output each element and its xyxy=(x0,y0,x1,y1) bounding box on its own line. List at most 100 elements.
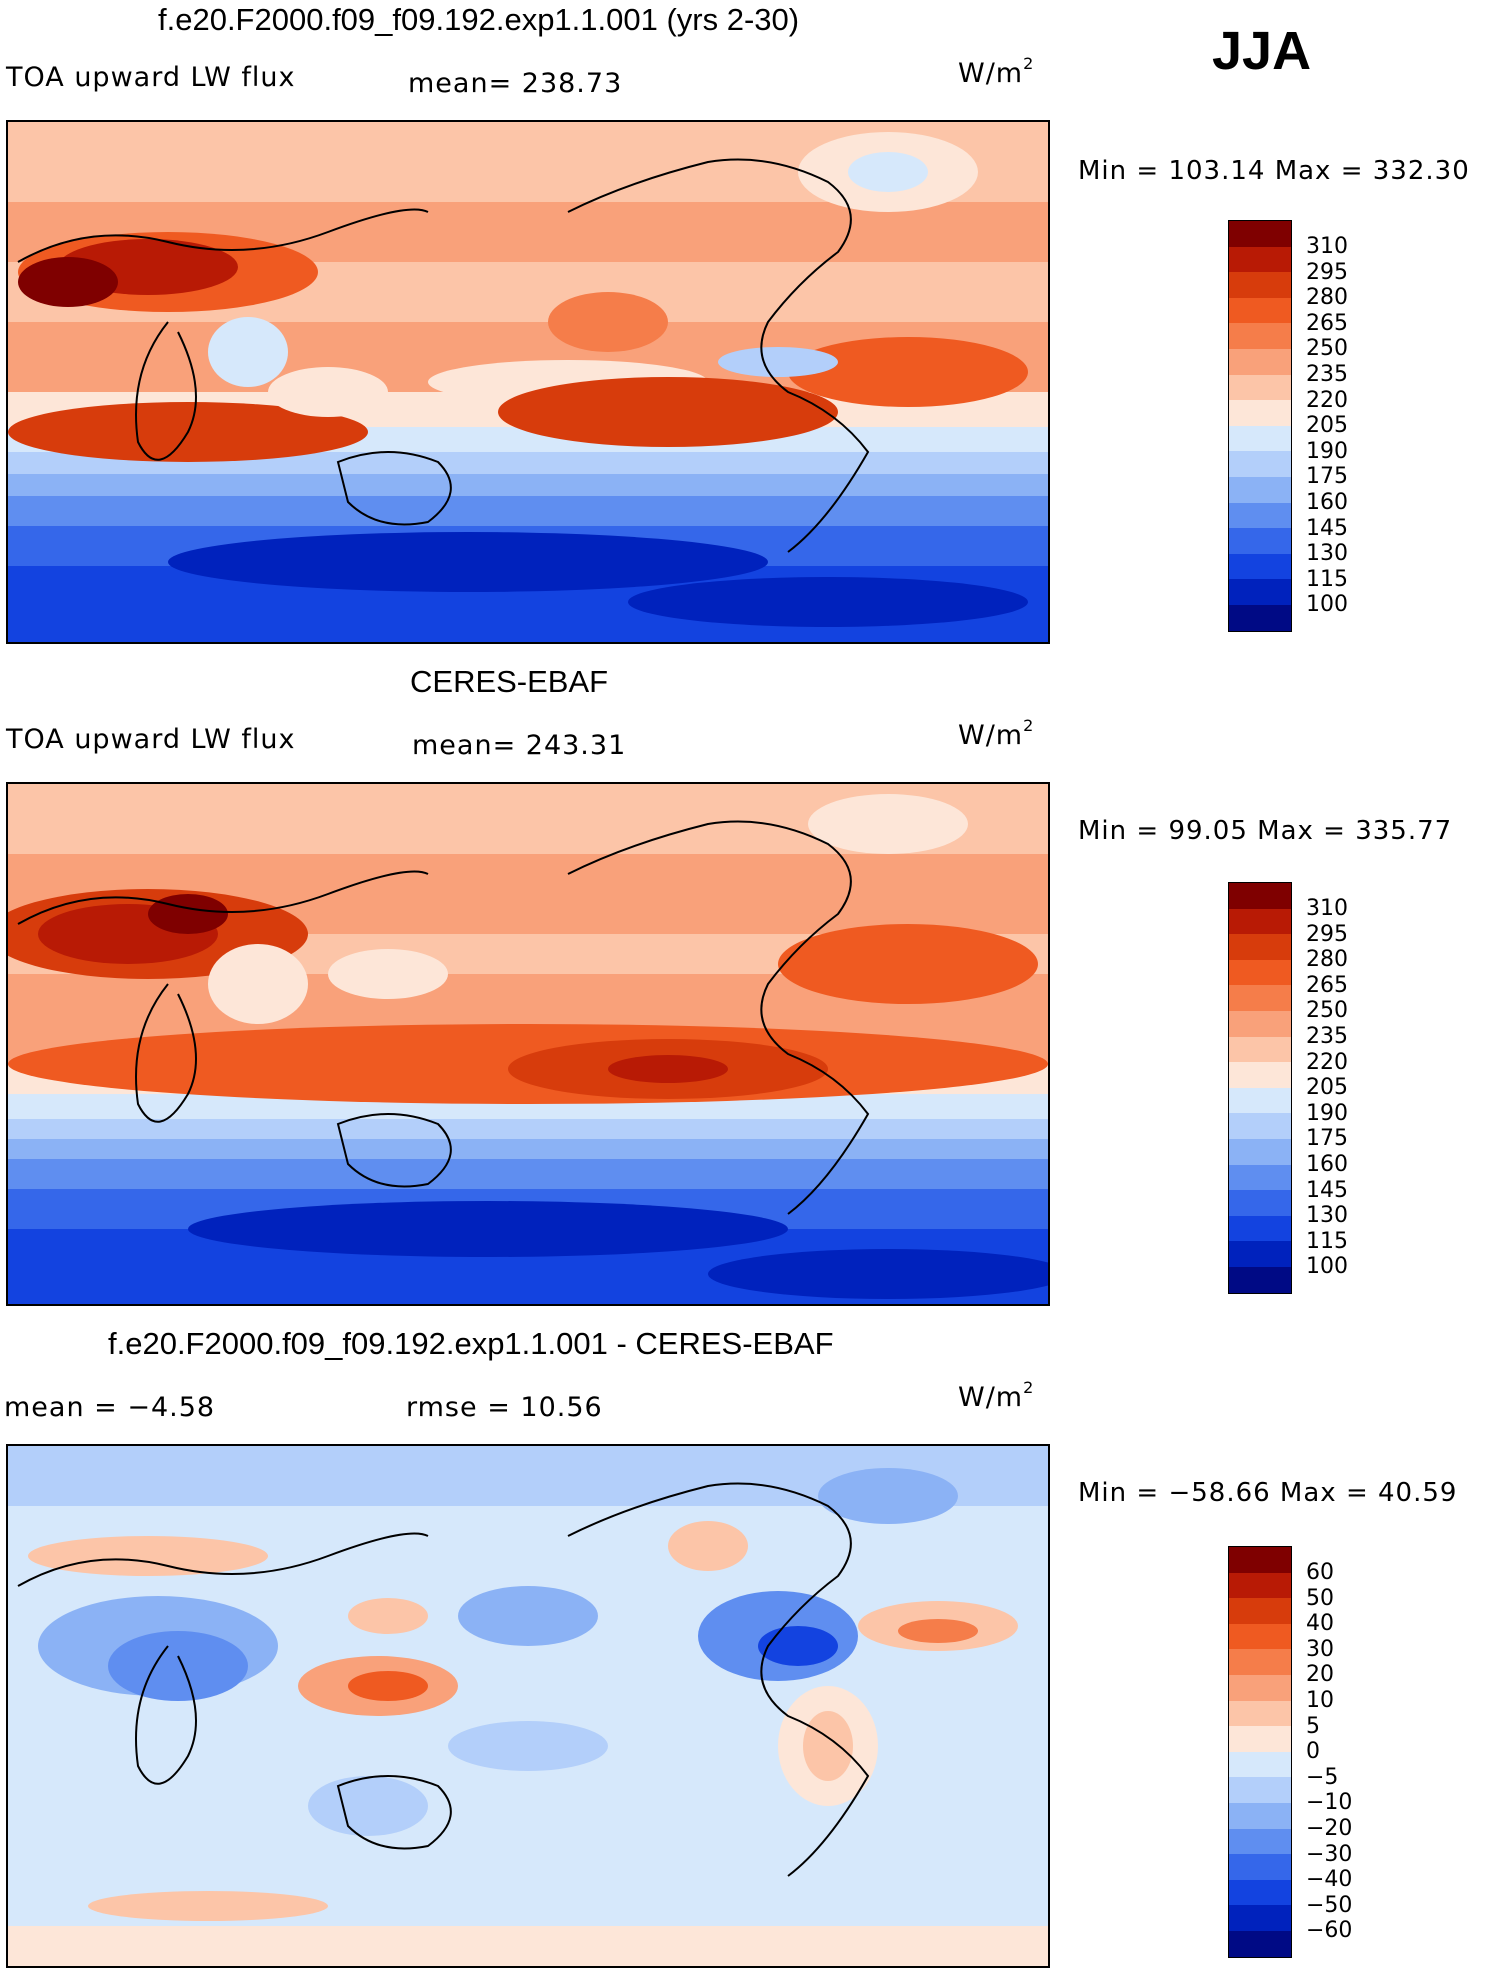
panel3-tick: 5 xyxy=(1306,1713,1320,1739)
panel3-swatch xyxy=(1229,1905,1291,1931)
panel3-swatch xyxy=(1229,1623,1291,1650)
panel1-swatch xyxy=(1229,323,1291,349)
panel2-tick: 145 xyxy=(1306,1177,1348,1203)
panel1-colorbar xyxy=(1228,220,1292,632)
panel1-swatch xyxy=(1229,604,1291,631)
panel3-tick: 10 xyxy=(1306,1688,1334,1713)
panel2-swatch xyxy=(1229,1036,1291,1063)
panel2-swatch xyxy=(1229,1138,1291,1165)
panel2-swatch xyxy=(1229,934,1291,960)
panel1-tick: 220 xyxy=(1306,387,1348,413)
panel1-mean: mean= 238.73 xyxy=(408,68,623,99)
panel2-tick: 280 xyxy=(1306,947,1348,973)
panel1-tick: 250 xyxy=(1306,336,1348,362)
panel3-swatch xyxy=(1229,1828,1291,1855)
panel1-swatch xyxy=(1229,246,1291,273)
panel1-tick: 205 xyxy=(1306,413,1348,439)
panel3-swatch xyxy=(1229,1700,1291,1727)
panel2-tick: 235 xyxy=(1306,1024,1348,1049)
panel2-colorbar xyxy=(1228,882,1292,1294)
panel3-tick: −10 xyxy=(1306,1790,1353,1816)
panel2-tick: 205 xyxy=(1306,1075,1348,1101)
panel1-swatch xyxy=(1229,272,1291,298)
panel1-swatch xyxy=(1229,528,1291,554)
panel2-minmax: Min = 99.05 Max = 335.77 xyxy=(1078,816,1453,846)
panel1-swatch xyxy=(1229,297,1291,324)
panel3-swatch xyxy=(1229,1547,1291,1573)
panel2-tick: 310 xyxy=(1306,896,1348,921)
panel1-swatch xyxy=(1229,579,1291,605)
panel1-tick: 115 xyxy=(1306,566,1348,592)
panel2-swatch xyxy=(1229,1113,1291,1139)
panel1-tick: 265 xyxy=(1306,310,1348,336)
season-label: JJA xyxy=(1212,21,1312,81)
panel2-swatch xyxy=(1229,1241,1291,1267)
panel1-tick: 295 xyxy=(1306,259,1348,285)
panel3-tick: 50 xyxy=(1306,1585,1334,1611)
panel2-mean: mean= 243.31 xyxy=(412,730,627,761)
panel2-swatch xyxy=(1229,1087,1291,1114)
panel2-tick: 115 xyxy=(1306,1228,1348,1254)
panel3-tick: −40 xyxy=(1306,1867,1353,1893)
panel3-tick: 0 xyxy=(1306,1739,1320,1765)
panel3-tick: −50 xyxy=(1306,1892,1353,1918)
panel3-swatch xyxy=(1229,1854,1291,1880)
panel3-swatch xyxy=(1229,1879,1291,1906)
panel2-swatch xyxy=(1229,985,1291,1011)
panel2-title: CERES-EBAF xyxy=(410,664,609,699)
panel3-swatch xyxy=(1229,1726,1291,1752)
panel1-swatch xyxy=(1229,374,1291,401)
panel1-tick: 130 xyxy=(1306,541,1348,567)
panel3-swatch xyxy=(1229,1649,1291,1675)
panel1-swatch xyxy=(1229,502,1291,529)
panel3-rmse: rmse = 10.56 xyxy=(406,1392,603,1423)
panel2-swatch xyxy=(1229,1215,1291,1242)
panel2-tick: 265 xyxy=(1306,972,1348,998)
panel1-swatch xyxy=(1229,221,1291,247)
panel2-swatch xyxy=(1229,1266,1291,1293)
panel1-swatch xyxy=(1229,476,1291,503)
panel3-swatch xyxy=(1229,1930,1291,1957)
panel1-swatch xyxy=(1229,348,1291,375)
panel2-swatch xyxy=(1229,908,1291,935)
panel3-swatch xyxy=(1229,1674,1291,1701)
panel2-swatch xyxy=(1229,1190,1291,1216)
panel3-swatch xyxy=(1229,1598,1291,1624)
panel2-tick: 190 xyxy=(1306,1100,1348,1126)
panel3-colorbar xyxy=(1228,1546,1292,1958)
panel3-tick: 40 xyxy=(1306,1611,1334,1637)
panel3-swatch xyxy=(1229,1751,1291,1778)
panel1-swatch xyxy=(1229,553,1291,580)
panel3-title: f.e20.F2000.f09_f09.192.exp1.1.001 - CER… xyxy=(108,1326,834,1361)
panel3-swatch xyxy=(1229,1802,1291,1829)
panel3-tick: −60 xyxy=(1306,1918,1353,1944)
panel1-map xyxy=(6,120,1050,644)
panel1-swatch xyxy=(1229,400,1291,426)
panel2-tick: 100 xyxy=(1306,1254,1348,1280)
panel3-tick: 30 xyxy=(1306,1636,1334,1662)
panel1-variable-label: TOA upward LW flux xyxy=(6,62,296,93)
panel1-tick: 235 xyxy=(1306,362,1348,387)
panel1-minmax: Min = 103.14 Max = 332.30 xyxy=(1078,156,1470,186)
panel2-swatch xyxy=(1229,883,1291,909)
panel3-tick: 60 xyxy=(1306,1560,1334,1585)
panel2-swatch xyxy=(1229,1010,1291,1037)
panel2-tick: 160 xyxy=(1306,1152,1348,1177)
panel1-tick: 175 xyxy=(1306,464,1348,490)
panel2-variable-label: TOA upward LW flux xyxy=(6,724,296,755)
panel3-mean: mean = −4.58 xyxy=(4,1392,216,1423)
panel3-swatch xyxy=(1229,1572,1291,1599)
panel3-swatch xyxy=(1229,1777,1291,1803)
panel1-tick: 145 xyxy=(1306,515,1348,541)
panel1-tick: 160 xyxy=(1306,490,1348,515)
panel2-tick: 220 xyxy=(1306,1049,1348,1075)
panel2-swatch xyxy=(1229,1062,1291,1088)
panel3-tick: −5 xyxy=(1306,1764,1339,1790)
panel2-tick: 130 xyxy=(1306,1203,1348,1229)
panel3-map xyxy=(6,1444,1050,1968)
panel2-swatch xyxy=(1229,1164,1291,1191)
panel2-tick: 295 xyxy=(1306,921,1348,947)
panel1-tick: 280 xyxy=(1306,285,1348,311)
panel2-tick: 175 xyxy=(1306,1126,1348,1152)
panel1-units: W/m2 xyxy=(958,54,1035,89)
